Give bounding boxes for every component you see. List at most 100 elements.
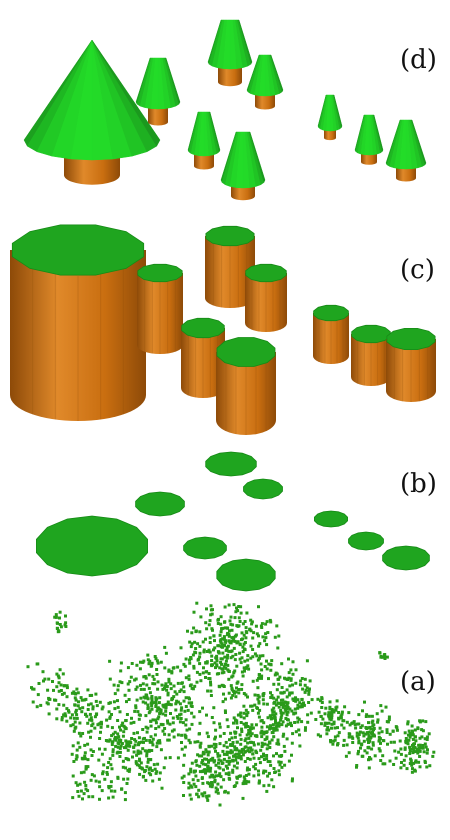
point-1761 <box>144 778 148 782</box>
point-1370 <box>342 738 346 742</box>
point-821 <box>248 726 252 730</box>
point-278 <box>198 662 202 666</box>
point-393 <box>147 711 151 715</box>
point-355 <box>184 696 188 700</box>
point-653 <box>229 731 233 735</box>
point-308 <box>205 607 208 611</box>
point-616 <box>149 664 153 668</box>
point-1816 <box>37 682 41 685</box>
point-1747 <box>146 757 150 761</box>
point-1595 <box>99 730 102 734</box>
point-1522 <box>404 739 408 743</box>
trunk-cylinder-1 <box>10 224 146 421</box>
point-227 <box>208 641 212 644</box>
point-1724 <box>141 767 145 771</box>
tree-model-9 <box>385 119 427 182</box>
point-869 <box>247 728 251 732</box>
point-1401 <box>377 739 381 743</box>
point-1315 <box>387 718 391 722</box>
point-1908 <box>120 787 124 791</box>
point-1114 <box>201 759 205 762</box>
point-1473 <box>418 719 422 723</box>
point-878 <box>247 772 251 776</box>
point-478 <box>183 664 187 668</box>
point-518 <box>116 688 120 692</box>
point-1881 <box>72 760 76 763</box>
point-104 <box>210 659 214 662</box>
point-1080 <box>238 774 242 778</box>
point-404 <box>112 700 116 704</box>
point-1363 <box>348 732 352 736</box>
point-244 <box>218 666 222 670</box>
point-1733 <box>81 706 85 710</box>
point-1818 <box>123 726 127 730</box>
point-859 <box>263 742 267 746</box>
point-390 <box>118 680 122 684</box>
point-1057 <box>300 698 304 701</box>
point-517 <box>145 683 149 687</box>
point-220 <box>276 646 280 650</box>
point-1164 <box>188 793 192 797</box>
point-1513 <box>416 726 420 730</box>
point-1741 <box>73 720 77 724</box>
point-1463 <box>418 736 422 740</box>
point-188 <box>216 650 220 654</box>
point-1758 <box>159 748 163 752</box>
cone-facet <box>165 57 181 105</box>
point-121 <box>255 654 259 658</box>
point-1276 <box>325 721 329 725</box>
point-993 <box>305 659 309 663</box>
point-345 <box>195 680 199 684</box>
panel-d-tree-models <box>23 19 427 201</box>
point-999 <box>294 730 298 734</box>
point-1652 <box>41 670 45 674</box>
point-199 <box>256 697 260 701</box>
point-965 <box>285 713 289 717</box>
point-702 <box>237 749 241 753</box>
point-485 <box>184 736 188 740</box>
point-375 <box>161 729 165 733</box>
point-1168 <box>220 762 224 765</box>
crown-disc-8 <box>348 531 384 551</box>
point-1505 <box>423 761 427 764</box>
point-1671 <box>145 751 149 755</box>
point-1141 <box>196 740 200 744</box>
point-1389 <box>371 719 375 723</box>
point-285 <box>231 654 235 658</box>
point-1330 <box>371 743 375 747</box>
point-1852 <box>78 745 82 749</box>
point-282 <box>265 643 269 647</box>
point-1862 <box>86 758 90 762</box>
point-35 <box>256 686 260 690</box>
point-243 <box>249 629 253 633</box>
point-1239 <box>341 719 345 723</box>
point-1675 <box>74 710 78 714</box>
point-1656 <box>99 720 103 724</box>
point-589 <box>174 702 178 706</box>
point-1774 <box>156 762 160 766</box>
point-1382 <box>372 733 376 737</box>
point-968 <box>261 694 265 698</box>
point-1305 <box>347 735 351 739</box>
point-744 <box>288 707 292 711</box>
point-823 <box>244 737 248 741</box>
point-464 <box>190 711 194 715</box>
point-439 <box>193 684 197 688</box>
point-1663 <box>152 763 156 767</box>
point-1477 <box>413 728 417 732</box>
point-565 <box>144 701 148 705</box>
point-1749 <box>147 748 151 752</box>
point-1636 <box>45 701 49 705</box>
point-510 <box>205 713 208 717</box>
point-316 <box>260 622 264 626</box>
point-1112 <box>196 753 200 757</box>
point-504 <box>127 688 131 692</box>
cylinder-top <box>137 263 183 283</box>
point-1435 <box>397 750 401 754</box>
point-1345 <box>386 720 390 724</box>
point-560 <box>132 750 136 754</box>
point-1562 <box>93 726 97 730</box>
point-200 <box>215 659 219 663</box>
point-1393 <box>367 758 370 762</box>
point-855 <box>270 778 274 782</box>
